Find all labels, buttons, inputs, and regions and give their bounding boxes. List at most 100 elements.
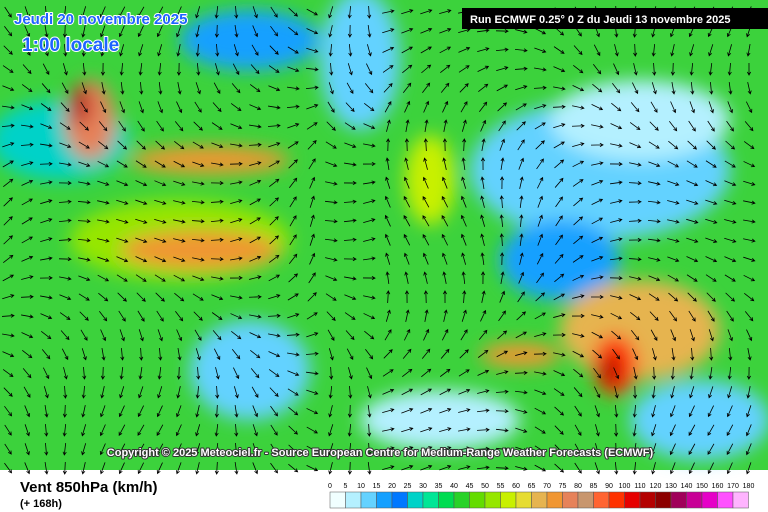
wind-arrow [287,46,299,54]
wind-arrow [211,122,223,130]
wind-arrow [574,405,582,417]
wind-arrow [690,81,695,95]
wind-arrow [63,385,68,399]
wind-arrow [648,181,661,186]
wind-arrow [478,329,488,340]
wind-arrow [288,253,298,264]
wind-arrow [442,100,449,113]
wind-arrow [270,443,278,455]
wind-arrow [287,123,300,129]
wind-arrow [500,176,505,190]
wind-arrow [3,387,13,397]
wind-arrow [688,120,696,132]
wind-arrow [43,44,49,57]
wind-arrow [309,176,316,189]
wind-arrow [743,141,755,150]
wind-arrow [210,199,224,204]
wind-arrow [230,237,243,242]
wind-arrow [4,424,12,436]
wind-arrow [98,292,109,302]
wind-arrow [154,199,167,205]
wind-arrow [41,83,51,94]
wind-arrow [401,388,414,396]
wind-arrow [460,101,468,113]
wind-arrow [210,181,224,186]
wind-arrow [648,293,660,301]
wind-arrow [459,83,469,93]
wind-arrow [690,347,695,361]
wind-arrow [461,119,467,132]
wind-arrow [727,62,732,76]
wind-arrow [594,462,600,475]
wind-arrow [233,386,239,399]
wind-arrow [157,329,163,342]
wind-arrow [137,6,145,18]
wind-arrow [118,25,125,38]
wind-arrow [288,463,299,473]
wind-arrow [192,181,205,186]
wind-arrow [533,351,547,356]
wind-arrow [138,44,144,57]
wind-arrow [213,82,221,95]
colorbar-tick: 5 [344,483,348,490]
wind-arrow [2,105,15,110]
wind-arrow [495,466,509,471]
wind-arrow [705,218,718,224]
wind-arrow [328,462,333,475]
wind-arrow [58,218,72,223]
wind-arrow [81,424,87,437]
wind-arrow [343,237,357,242]
wind-arrow [441,176,448,189]
wind-arrow [230,256,243,261]
wind-arrow [328,25,333,38]
wind-arrow [328,43,333,57]
wind-arrow [552,332,566,337]
wind-arrow [158,347,163,361]
wind-arrow [423,100,430,113]
wind-arrow [686,256,699,263]
wind-arrow [324,200,338,205]
colorbar-swatch [422,491,439,509]
colorbar-swatch [360,491,377,509]
wind-arrow [591,124,604,129]
wind-arrow [21,124,34,129]
wind-arrow [421,64,432,74]
wind-arrow [632,424,637,437]
wind-arrow [459,349,469,359]
wind-arrow [234,25,239,38]
wind-arrow [573,216,584,226]
wind-arrow [686,160,698,168]
colorbar-tick: 75 [559,483,567,490]
wind-arrow [687,140,697,150]
wind-arrow [442,252,448,265]
wind-arrow [424,309,429,322]
wind-arrow [384,329,392,341]
wind-arrow [327,329,335,341]
wind-arrow [270,6,278,18]
colorbar-swatch [624,491,641,509]
wind-arrow [424,119,429,132]
wind-arrow [537,195,544,208]
wind-arrow [534,426,546,434]
wind-arrow [210,237,224,242]
wind-arrow [404,157,409,170]
colorbar-swatch [593,491,610,509]
wind-arrow [480,157,486,171]
wind-arrow [480,214,486,227]
wind-arrow [480,176,485,189]
wind-arrow [306,332,319,338]
wind-arrow [251,44,259,56]
wind-arrow [591,179,604,186]
wind-arrow [705,160,717,168]
wind-arrow [476,446,490,451]
wind-arrow [116,180,129,187]
wind-arrow [536,176,544,189]
wind-arrow [3,254,14,263]
wind-arrow [44,5,49,19]
wind-arrow [632,404,637,418]
wind-arrow [458,46,471,53]
wind-arrow [348,385,353,399]
wind-arrow [81,6,87,19]
wind-arrow [137,25,144,38]
